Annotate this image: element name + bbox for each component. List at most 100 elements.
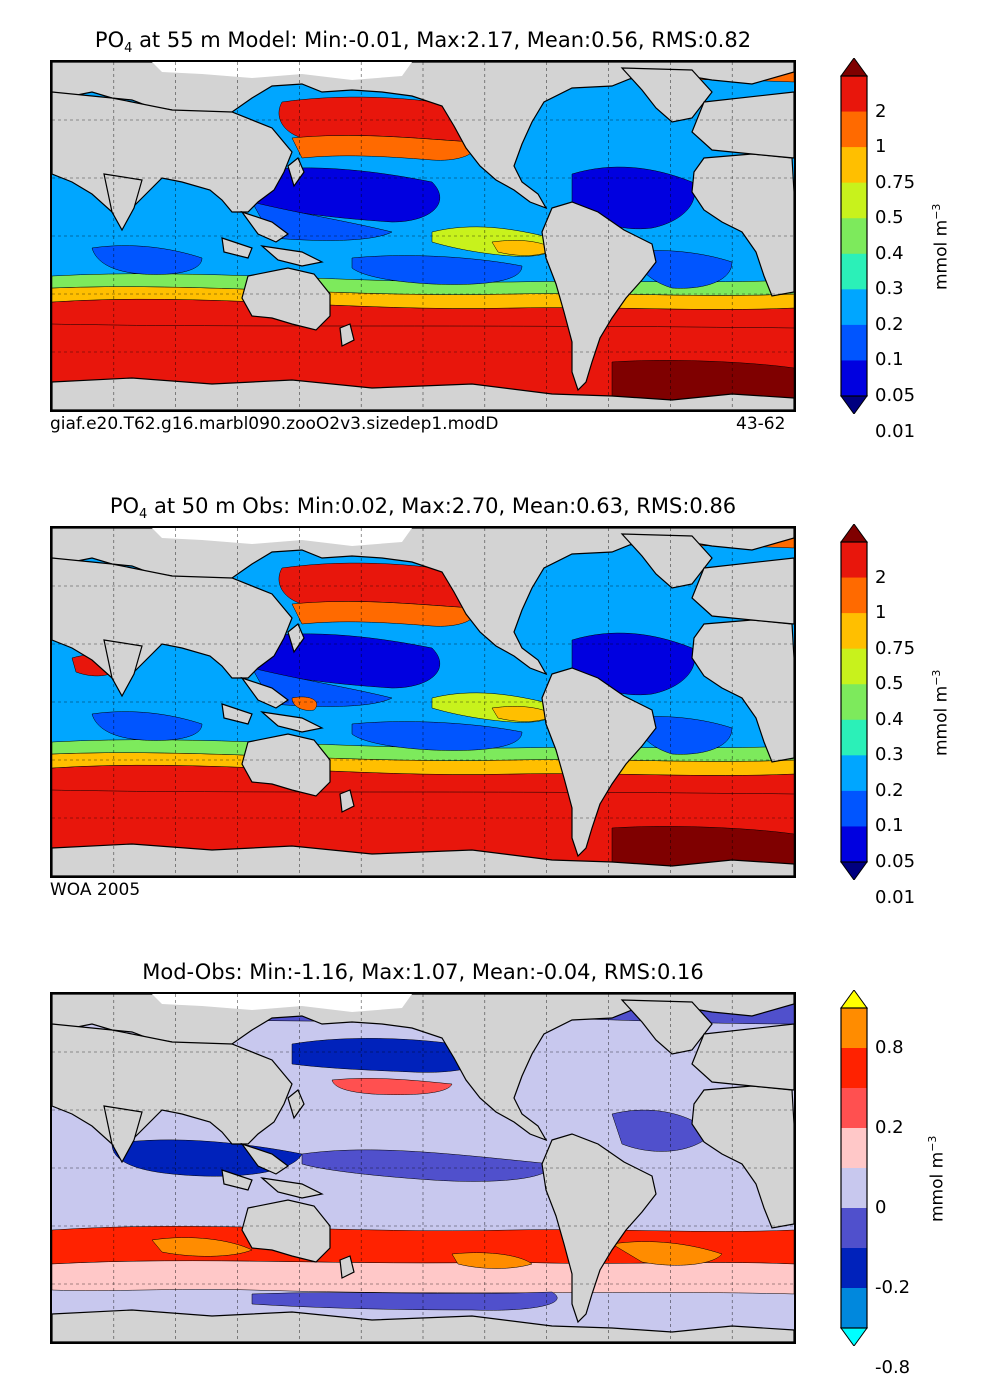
colorbar-tick-label: 0.3 (875, 278, 904, 300)
colorbar-tick-label: 0.01 (875, 886, 916, 908)
diff-panel-title: Mod-Obs: Min:-1.16, Max:1.07, Mean:-0.04… (30, 960, 816, 984)
coastline (221, 1169, 253, 1191)
obs-title-sub: 4 (139, 507, 148, 523)
colorbar-tick-label: 0.5 (875, 673, 904, 695)
diff-units-exp: −3 (926, 1135, 939, 1152)
obs-colorbar-units: mmol m−3 (930, 670, 952, 756)
coastline (241, 733, 331, 797)
coastline (541, 667, 657, 858)
coastline (260, 711, 324, 733)
colorbar-tick-label: 0.1 (875, 815, 904, 837)
colorbar-tick-label: 0.1 (875, 349, 904, 371)
colorbar-tick-label: 0.4 (875, 708, 904, 730)
contour-band (151, 1237, 253, 1257)
model-units-exp: −3 (930, 203, 943, 220)
colorbar-tick-label: 0.8 (875, 1037, 904, 1058)
colorbar-extend-min (840, 1327, 868, 1346)
colorbar-tick-label: 0.05 (875, 851, 916, 872)
coastline (241, 1199, 331, 1263)
colorbar-tick-label: 0 (875, 1197, 887, 1218)
colorbar-segment (841, 218, 867, 255)
colorbar-tick-label: 0.2 (875, 779, 904, 801)
coastline (339, 1255, 355, 1279)
diff-units-base: mmol m (927, 1151, 948, 1222)
graticule (52, 528, 794, 876)
colorbar-segment (841, 719, 867, 756)
model-title-species: PO (94, 28, 125, 52)
graticule (52, 994, 794, 1342)
colorbar-segment (841, 360, 867, 397)
diff-title-text: Mod-Obs: Min:-1.16, Max:1.07, Mean:-0.04… (142, 960, 704, 984)
contour-band (291, 601, 475, 627)
colorbar-segment (841, 790, 867, 827)
contour-band (251, 1291, 558, 1311)
contour-band (291, 696, 317, 711)
colorbar-extend-max (840, 990, 868, 1009)
colorbar-segment (841, 577, 867, 614)
colorbar-extend-min (840, 395, 868, 414)
colorbar-tick-label: 0.75 (875, 637, 916, 659)
coastline (240, 210, 290, 243)
model-colorbar-units: mmol m−3 (930, 204, 952, 290)
colorbar-tick-label: 1 (875, 136, 887, 158)
coastline (541, 1133, 657, 1324)
colorbar-tick-label: 0.5 (875, 207, 904, 229)
contour-band (91, 245, 203, 275)
colorbar-extend-max (840, 524, 868, 543)
sea-ice (152, 528, 412, 546)
coastline (241, 267, 331, 331)
obs-title-text: at 50 m Obs: Min:0.02, Max:2.70, Mean:0.… (147, 494, 737, 518)
coastline (691, 1023, 794, 1091)
colorbar-segment (841, 1288, 867, 1329)
colorbar-segment (841, 1168, 867, 1209)
contour-band (301, 1149, 553, 1182)
contour-band (351, 255, 523, 285)
colorbar-tick-label: 1 (875, 602, 887, 624)
coastline (221, 703, 253, 725)
colorbar-tick-label: 0.01 (875, 420, 916, 442)
model-map-canvas (52, 62, 794, 410)
contour-band (631, 250, 733, 289)
colorbar-segment (841, 1048, 867, 1089)
colorbar-segment (841, 1208, 867, 1249)
colorbar-segment (841, 76, 867, 113)
colorbar-extend-max (840, 58, 868, 77)
coastline (691, 153, 794, 297)
obs-panel-title: PO4 at 50 m Obs: Min:0.02, Max:2.70, Mea… (30, 494, 816, 522)
diff-map (50, 992, 796, 1344)
coastline (339, 323, 355, 347)
colorbar-segment (841, 1248, 867, 1289)
obs-map-canvas (52, 528, 794, 876)
coastline (287, 157, 305, 188)
colorbar-tick-label: -0.2 (875, 1277, 911, 1298)
colorbar-tick-label: 0.4 (875, 242, 904, 264)
coastline (287, 1089, 305, 1120)
contour-band (91, 711, 203, 741)
coastline (240, 1142, 290, 1175)
model-title-sub: 4 (124, 41, 133, 57)
sea-ice (152, 62, 412, 80)
colorbar-segment (841, 253, 867, 290)
diff-colorbar-units: mmol m−3 (926, 1136, 948, 1222)
colorbar-tick-label: 0.05 (875, 385, 916, 406)
coastline (339, 789, 355, 813)
contour-band (351, 721, 523, 751)
colorbar-segment (841, 111, 867, 148)
contour-band (251, 201, 393, 241)
coastline (691, 619, 794, 763)
coastline (691, 557, 794, 625)
colorbar-tick-label: 0.3 (875, 744, 904, 766)
colorbar-tick-label: 0.2 (875, 313, 904, 335)
obs-map (50, 526, 796, 878)
model-title-text: at 55 m Model: Min:-0.01, Max:2.17, Mean… (132, 28, 752, 52)
coastline (260, 1177, 324, 1199)
model-colorbar (840, 58, 868, 414)
coastline (691, 91, 794, 159)
graticule (52, 62, 794, 410)
colorbar-segment (841, 147, 867, 184)
colorbar-segment (841, 826, 867, 863)
colorbar-segment (841, 324, 867, 361)
obs-units-exp: −3 (930, 669, 943, 686)
colorbar-segment (841, 1008, 867, 1049)
coastline (541, 201, 657, 392)
